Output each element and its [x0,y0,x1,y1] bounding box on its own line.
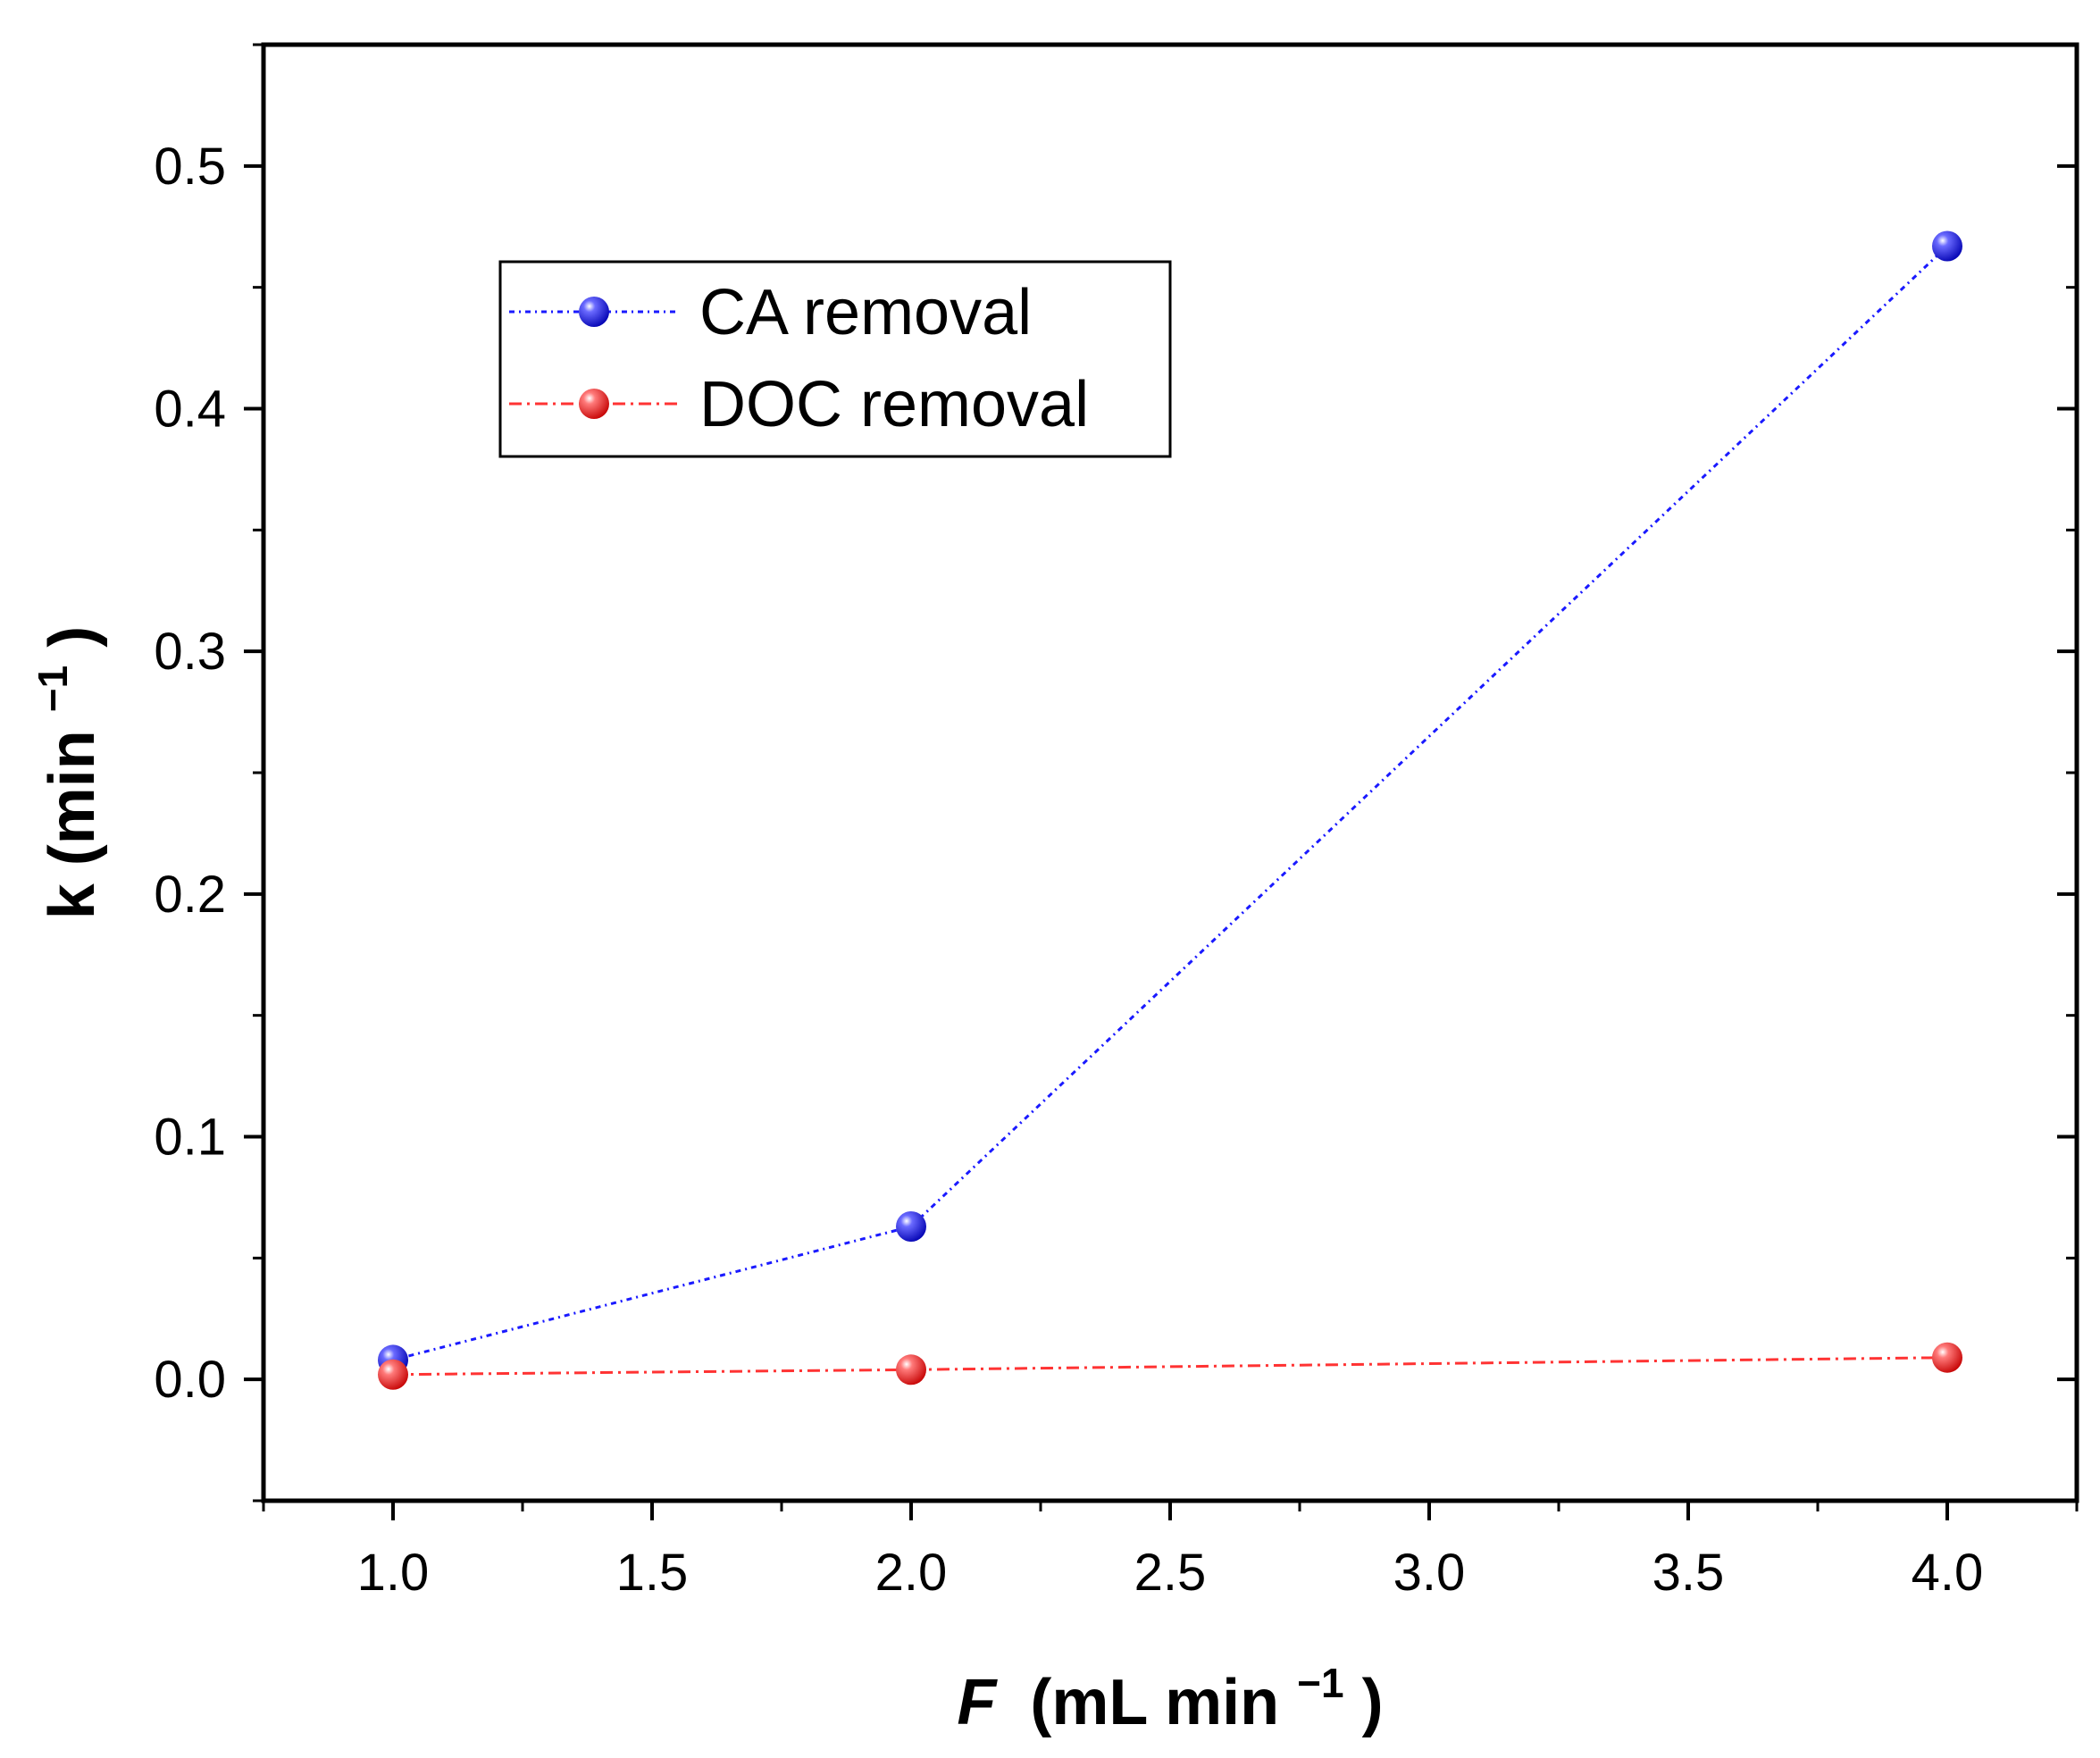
y-axis-title-main: k (min [37,730,108,919]
data-point-doc-removal [896,1354,926,1385]
legend-item-doc-removal: DOC removal [509,369,1089,440]
data-point-doc-removal [1932,1342,1962,1373]
y-axis-title-exponent: −1 [29,666,76,712]
y-tick-label: 0.3 [154,623,226,681]
y-tick-label: 0.0 [154,1351,226,1409]
data-point-doc-removal [378,1359,408,1390]
x-tick-label: 3.0 [1393,1544,1466,1602]
x-axis-title-close: ) [1362,1667,1384,1738]
y-tick-label: 0.4 [154,381,226,439]
data-point-ca-removal [1932,230,1962,262]
legend-label-ca-removal: CA removal [699,277,1032,348]
y-tick-label: 0.5 [154,138,226,196]
series-layer [378,230,1962,1390]
x-tick-label: 2.0 [875,1544,948,1602]
y-axis-title: k (min −1 ) [10,626,108,920]
x-axis-title: F (mL min −1 ) [957,1640,1383,1738]
x-axis-title-symbol: F [957,1667,998,1738]
legend-box [498,260,1172,458]
x-axis-title-exponent: −1 [1297,1660,1343,1706]
y-axis-title-close: ) [37,626,108,648]
x-axis-ticks: 1.0 1.5 2.0 2.5 3.0 3.5 4.0 [262,1501,2079,1602]
y-tick-label: 0.1 [154,1109,226,1167]
x-tick-label: 2.5 [1134,1544,1207,1602]
series-line-doc-removal [392,1356,1948,1377]
x-tick-label: 1.5 [616,1544,689,1602]
legend: CA removal DOC removal [498,260,1172,458]
legend-item-ca-removal: CA removal [509,277,1032,348]
x-tick-label: 3.5 [1652,1544,1725,1602]
data-point-ca-removal [896,1211,926,1243]
x-tick-label: 1.0 [357,1544,430,1602]
y-tick-label: 0.2 [154,866,226,924]
x-tick-label: 4.0 [1912,1544,1984,1602]
legend-label-doc-removal: DOC removal [699,369,1089,440]
legend-marker-doc-removal [579,389,609,419]
x-axis-title-unit: (mL min [1030,1667,1279,1738]
legend-marker-ca-removal [579,297,609,327]
y-axis-ticks: 0.0 0.1 0.2 0.3 0.4 0.5 [154,43,2077,1503]
